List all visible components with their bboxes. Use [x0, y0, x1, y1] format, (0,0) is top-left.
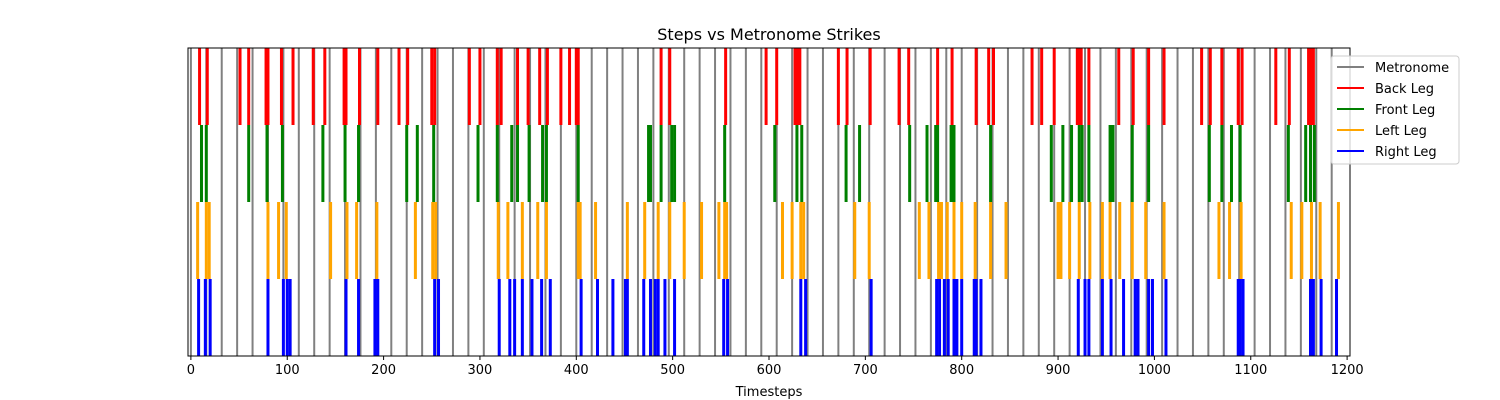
x-tick-label-700: 700 [853, 363, 878, 378]
back-leg-series [198, 48, 1315, 125]
legend-label-right-leg: Right Leg [1375, 145, 1437, 160]
x-tick-label-1000: 1000 [1138, 363, 1171, 378]
x-tick-label-600: 600 [757, 363, 782, 378]
legend-label-left-leg: Left Leg [1375, 124, 1427, 139]
left-leg-series [196, 202, 1340, 279]
legend-label-front-leg: Front Leg [1375, 103, 1435, 118]
x-tick-label-500: 500 [660, 363, 685, 378]
legend-label-back-leg: Back Leg [1375, 82, 1434, 97]
x-tick-label-1200: 1200 [1331, 363, 1364, 378]
x-tick-label-0: 0 [187, 363, 195, 378]
legend-box [1330, 55, 1460, 165]
x-axis-label: Timesteps [735, 385, 803, 400]
x-tick-label-300: 300 [468, 363, 493, 378]
leg-series-group [196, 48, 1340, 356]
chart-title: Steps vs Metronome Strikes [657, 25, 880, 44]
x-tick-label-200: 200 [371, 363, 396, 378]
legend: Metronome Back Leg Front Leg Left Leg Right … [1330, 55, 1460, 165]
x-tick-label-1100: 1100 [1234, 363, 1267, 378]
front-leg-series [199, 125, 1316, 202]
x-tick-label-100: 100 [275, 363, 300, 378]
x-tick-label-400: 400 [564, 363, 589, 378]
legend-label-metronome: Metronome [1375, 61, 1449, 76]
x-tick-label-900: 900 [1046, 363, 1071, 378]
x-tick-label-800: 800 [949, 363, 974, 378]
right-leg-series [197, 279, 1339, 356]
x-axis: 0 100 200 300 400 500 600 700 800 900 1000 1100 1200 [187, 356, 1364, 378]
